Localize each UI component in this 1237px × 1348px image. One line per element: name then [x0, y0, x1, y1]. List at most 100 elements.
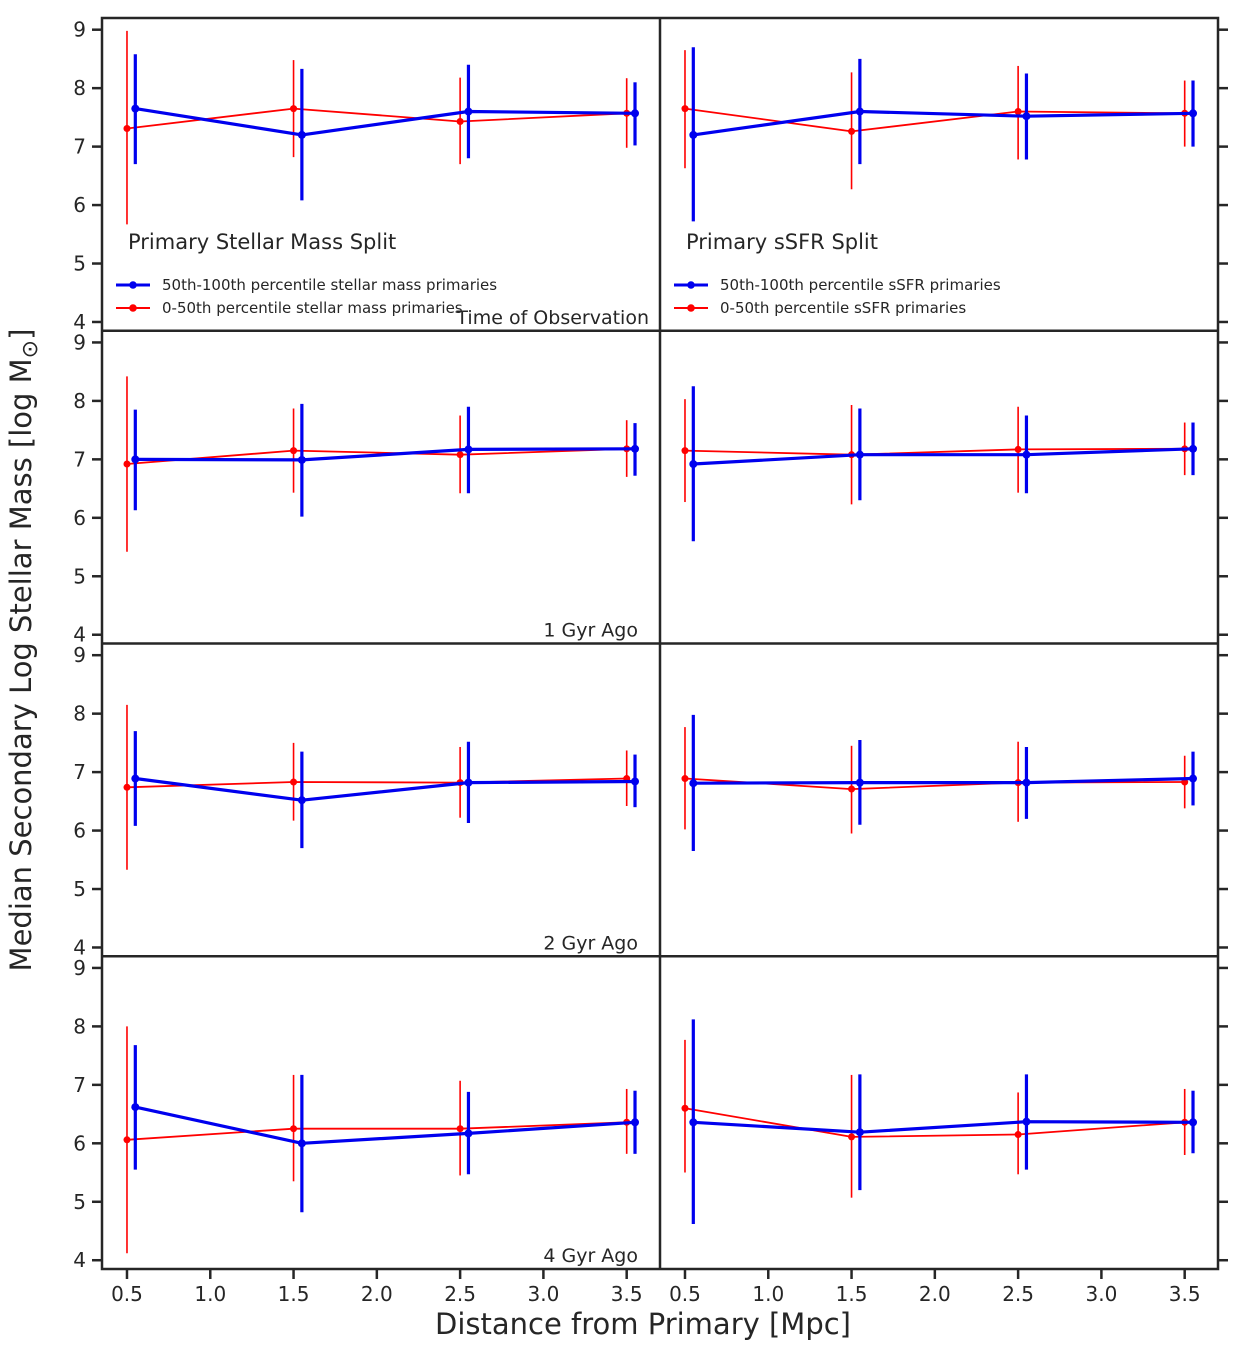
- series-high-percentile: [131, 403, 640, 517]
- data-point: [123, 124, 131, 132]
- data-point: [1014, 445, 1022, 453]
- y-tick-label: 8: [73, 1014, 86, 1038]
- panel-r1-c0: [123, 376, 640, 552]
- series-line: [135, 776, 636, 802]
- data-point: [855, 1128, 864, 1137]
- row-label: 1 Gyr Ago: [543, 620, 638, 642]
- y-tick-label: 5: [73, 877, 86, 901]
- data-point: [290, 778, 298, 786]
- series-line: [135, 107, 636, 137]
- data-point: [290, 447, 298, 455]
- x-tick-label: 1.5: [836, 1282, 868, 1306]
- data-point: [297, 1139, 306, 1148]
- panel-r3-c1: [681, 1019, 1198, 1224]
- y-tick-label: 4: [73, 1248, 86, 1272]
- data-point: [131, 104, 140, 113]
- x-tick-label: 1.0: [752, 1282, 784, 1306]
- data-point: [464, 1129, 473, 1138]
- data-point: [290, 1125, 298, 1133]
- data-point: [131, 1103, 140, 1112]
- data-point: [631, 109, 640, 118]
- data-point: [1189, 109, 1198, 118]
- data-point: [848, 1133, 856, 1141]
- data-point: [131, 774, 140, 783]
- data-point: [123, 1136, 131, 1144]
- data-point: [689, 130, 698, 139]
- data-point: [464, 778, 473, 787]
- data-point: [855, 107, 864, 116]
- data-point: [1014, 1131, 1022, 1139]
- x-tick-label: 1.5: [278, 1282, 310, 1306]
- data-point: [123, 783, 131, 791]
- series-line: [684, 1107, 1185, 1138]
- y-tick-label: 9: [73, 956, 86, 980]
- legend-swatch-marker: [129, 304, 137, 312]
- data-point: [689, 779, 698, 788]
- series-high-percentile: [131, 731, 640, 849]
- legend-label: 0-50th percentile sSFR primaries: [720, 299, 966, 317]
- y-tick-label: 6: [73, 1131, 86, 1155]
- data-point: [1022, 450, 1031, 459]
- data-point: [456, 451, 464, 459]
- series-line: [684, 107, 1185, 133]
- data-point: [681, 447, 689, 455]
- data-point: [681, 105, 689, 113]
- panel-r2-c0: [123, 704, 640, 870]
- legend-label: 0-50th percentile stellar mass primaries: [162, 299, 463, 317]
- legend-entry: 0-50th percentile stellar mass primaries: [116, 299, 463, 317]
- series-high-percentile: [131, 1045, 640, 1213]
- data-point: [456, 1125, 464, 1133]
- legend-swatch-marker: [687, 304, 695, 312]
- y-tick-label: 7: [73, 760, 86, 784]
- y-tick-label: 9: [73, 18, 86, 42]
- y-tick-label: 4: [73, 935, 86, 959]
- x-tick-label: 3.5: [611, 1282, 643, 1306]
- y-tick-label: 4: [73, 623, 86, 647]
- data-point: [464, 445, 473, 454]
- panel-r0-c0: [123, 30, 640, 225]
- y-axis-label-symbol: ⊙: [18, 340, 43, 358]
- y-tick-label: 8: [73, 76, 86, 100]
- panel-r3-c0: [123, 1026, 640, 1254]
- legend-swatch-marker: [129, 281, 137, 289]
- data-point: [1014, 108, 1022, 116]
- data-point: [297, 796, 306, 805]
- data-point: [1189, 444, 1198, 453]
- series-line: [126, 1121, 627, 1141]
- legend-label: 50th-100th percentile stellar mass prima…: [162, 276, 497, 294]
- y-tick-label: 6: [73, 506, 86, 530]
- data-point: [855, 778, 864, 787]
- data-point: [631, 1118, 640, 1127]
- y-tick-label: 7: [73, 447, 86, 471]
- panels-layer: [123, 30, 1198, 1254]
- y-tick-label: 5: [73, 1190, 86, 1214]
- x-tick-label: 1.0: [194, 1282, 226, 1306]
- x-tick-label: 3.0: [1085, 1282, 1117, 1306]
- data-point: [297, 130, 306, 139]
- y-tick-label: 6: [73, 193, 86, 217]
- x-tick-label: 2.5: [444, 1282, 476, 1306]
- series-line: [693, 109, 1194, 137]
- series-line: [693, 1120, 1194, 1134]
- series-line: [126, 447, 627, 465]
- y-tick-label: 8: [73, 702, 86, 726]
- data-point: [1022, 778, 1031, 787]
- data-point: [689, 460, 698, 469]
- x-tick-label: 2.5: [1002, 1282, 1034, 1306]
- series-low-percentile: [123, 376, 631, 552]
- legend-entry: 50th-100th percentile sSFR primaries: [674, 276, 1001, 294]
- legend-entry: 0-50th percentile sSFR primaries: [674, 299, 966, 317]
- data-point: [848, 127, 856, 135]
- data-point: [290, 105, 298, 113]
- data-point: [848, 785, 856, 793]
- x-tick-label: 2.0: [361, 1282, 393, 1306]
- x-tick-label: 2.0: [919, 1282, 951, 1306]
- row-label: 4 Gyr Ago: [543, 1245, 638, 1267]
- series-line: [693, 447, 1194, 466]
- panel-r0-c1: [681, 47, 1198, 222]
- legend-swatch-marker: [687, 281, 695, 289]
- y-tick-label: 5: [73, 564, 86, 588]
- legend-entry: 50th-100th percentile stellar mass prima…: [116, 276, 497, 294]
- series-high-percentile: [689, 1019, 1198, 1224]
- y-tick-label: 7: [73, 1073, 86, 1097]
